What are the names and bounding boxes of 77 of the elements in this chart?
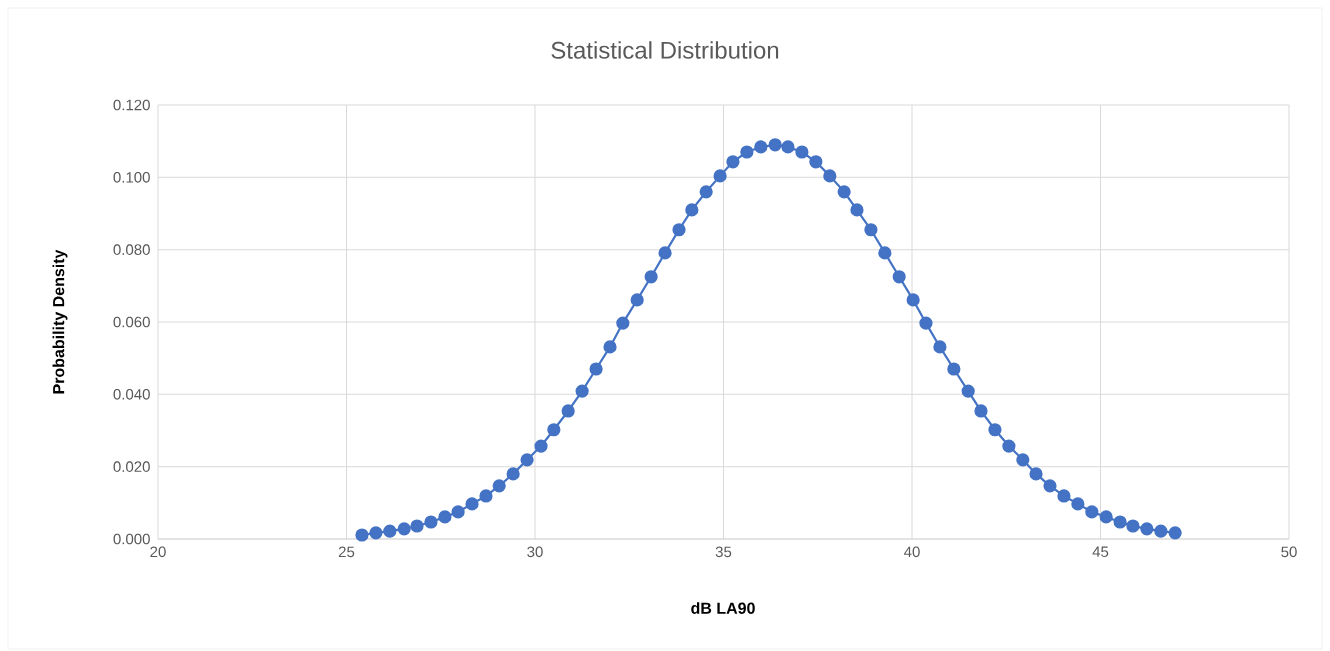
y-tick-label: 0.060 [113,316,150,328]
point [933,340,947,354]
point [355,528,369,542]
point [1016,453,1030,467]
point [1113,515,1127,529]
point [906,293,920,307]
point [1071,497,1085,511]
point [1085,505,1099,519]
point [1168,526,1182,540]
point [410,519,424,533]
point [781,140,795,154]
point [603,340,617,354]
y-tick-label: 0.120 [113,99,150,111]
point [878,246,892,260]
point [988,423,1002,437]
x-tick-label: 45 [1092,546,1109,557]
point [850,203,864,217]
point [672,223,686,237]
x-tick-label: 20 [150,546,166,558]
point [768,138,782,152]
point [795,145,809,159]
point [547,423,561,437]
point [961,384,975,398]
point [658,246,672,260]
point [947,362,961,376]
point [726,155,740,169]
x-tick-label: 35 [715,546,732,558]
point [864,223,878,237]
point [1126,519,1140,533]
point [534,439,548,453]
y-tick-label: 0.000 [113,533,150,545]
point [630,293,644,307]
point [740,145,754,159]
y-tick-label: 0.040 [113,389,150,400]
x-tick-label: 50 [1281,546,1297,558]
chart-title: Statistical Distribution [551,41,779,59]
point [479,489,493,503]
x-tick-label: 40 [904,546,920,558]
point [451,505,465,519]
point [685,203,699,217]
x-tick-label: 25 [338,546,355,558]
point [561,404,575,418]
point [823,169,837,183]
point [892,270,906,284]
point [492,479,506,493]
point [1002,439,1016,453]
point [809,155,823,169]
point [465,497,479,511]
point [383,524,397,538]
point [616,316,630,330]
point [424,515,438,529]
point [699,185,713,199]
point [837,185,851,199]
y-tick-label: 0.100 [113,172,150,183]
point [754,140,768,154]
point [575,384,589,398]
point [397,522,411,536]
point [644,270,658,284]
point [1057,489,1071,503]
point [506,467,520,481]
point [1154,524,1168,538]
y-axis-title: Probability Density [52,249,68,394]
point [589,362,603,376]
point [1029,467,1043,481]
point [520,453,534,467]
point [1140,522,1154,536]
point [369,526,383,540]
point [713,169,727,183]
point [974,404,988,418]
y-tick-label: 0.080 [113,244,150,255]
x-axis-title: dB LA90 [691,602,755,614]
point [919,316,933,330]
y-tick-label: 0.020 [113,461,150,472]
point [1043,479,1057,493]
x-tick-label: 30 [527,546,543,558]
point [1099,510,1113,524]
point [438,510,452,524]
